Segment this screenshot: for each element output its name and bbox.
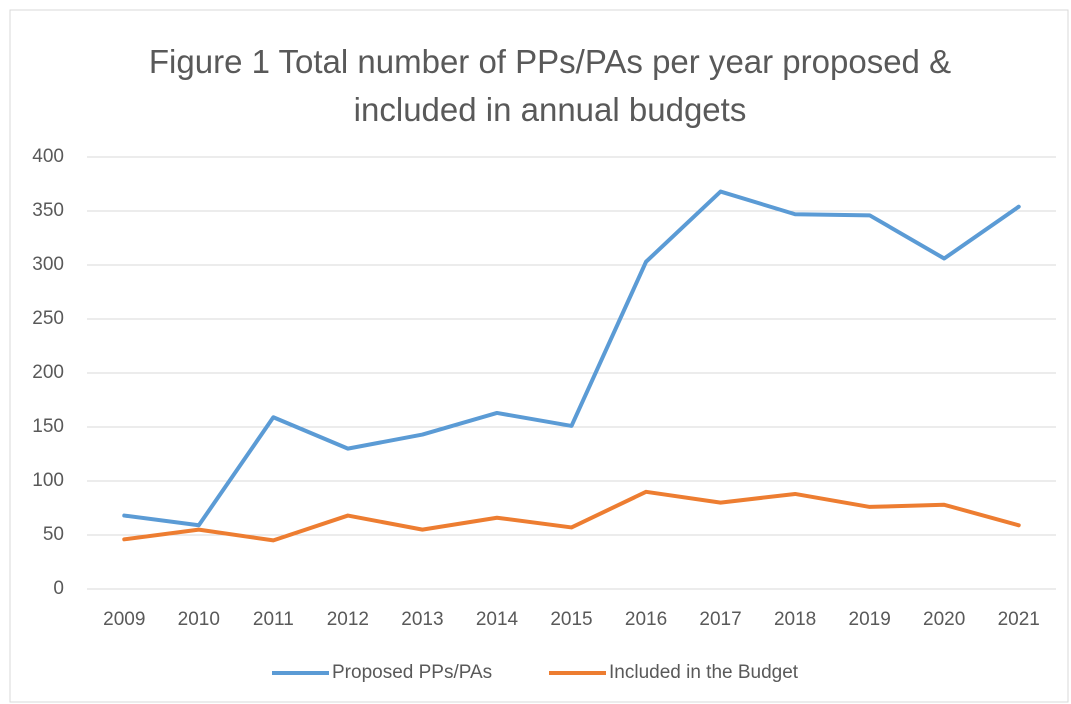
x-tick-label: 2015: [550, 609, 592, 630]
x-tick-label: 2016: [625, 609, 667, 630]
y-tick-label: 250: [32, 308, 64, 329]
data-line: [122, 489, 1021, 543]
x-tick-label: 2012: [327, 609, 369, 630]
legend-label: Included in the Budget: [609, 662, 799, 683]
y-tick-label: 0: [53, 578, 64, 599]
x-tick-label: 2011: [253, 609, 294, 630]
chart-frame: [9, 9, 1069, 703]
chart-title: Figure 1 Total number of PPs/PAs per yea…: [148, 43, 952, 128]
y-tick-label: 150: [32, 416, 64, 437]
x-tick-label: 2009: [103, 609, 145, 630]
y-tick-label: 400: [32, 146, 64, 167]
x-tick-label: 2010: [178, 609, 220, 630]
y-tick-label: 100: [32, 470, 64, 491]
legend-label: Proposed PPs/PAs: [332, 662, 492, 683]
x-tick-label: 2021: [998, 609, 1040, 630]
y-tick-label: 300: [32, 254, 64, 275]
data-line: [122, 189, 1021, 528]
x-tick-label: 2014: [476, 609, 519, 630]
x-tick-label: 2019: [849, 609, 891, 630]
y-tick-label: 350: [32, 200, 64, 221]
x-tick-label: 2013: [401, 609, 443, 630]
y-tick-label: 50: [43, 524, 64, 545]
x-tick-label: 2018: [774, 609, 816, 630]
y-tick-label: 200: [32, 362, 64, 383]
x-tick-label: 2020: [923, 609, 965, 630]
x-tick-label: 2017: [699, 609, 741, 630]
